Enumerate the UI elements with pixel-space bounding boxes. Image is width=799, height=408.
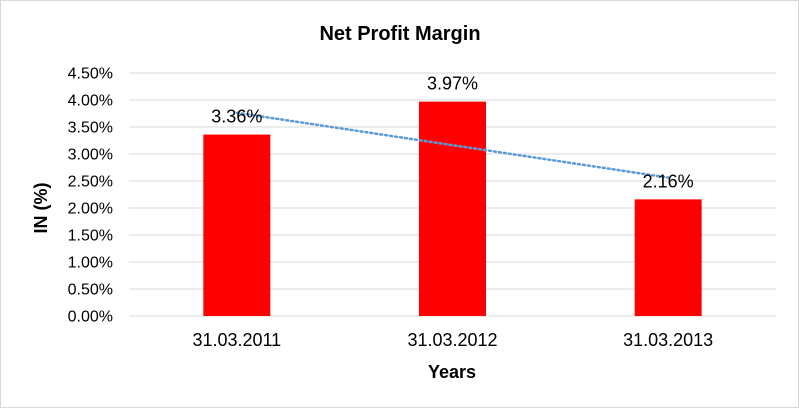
x-axis-title: Years (428, 362, 476, 382)
y-tick-label: 0.00% (68, 309, 113, 326)
data-label: 3.36% (211, 107, 262, 127)
bars (203, 101, 702, 317)
y-tick-label: 4.00% (68, 93, 113, 110)
y-axis-ticks: 0.00% 0.50% 1.00% 1.50% 2.00% 2.50% 3.00% 3.50%… (68, 66, 113, 326)
data-labels: 3.36% 3.97% 2.16% (211, 74, 693, 192)
chart-title: Net Profit Margin (319, 23, 480, 45)
trendline-layer (235, 111, 670, 179)
y-tick-label: 1.50% (68, 228, 113, 245)
y-tick-label: 0.50% (68, 282, 113, 299)
x-category-label: 31.03.2011 (192, 330, 281, 350)
y-tick-label: 3.50% (68, 120, 113, 137)
y-tick-label: 2.50% (68, 174, 113, 191)
y-tick-label: 2.00% (68, 201, 113, 218)
x-category-label: 31.03.2013 (623, 330, 713, 350)
data-label: 3.97% (427, 74, 478, 94)
y-tick-label: 4.50% (68, 66, 113, 83)
bar (203, 134, 271, 316)
y-tick-label: 3.00% (68, 147, 113, 164)
bar (634, 199, 702, 316)
y-tick-label: 1.00% (68, 255, 113, 272)
x-axis-categories: 31.03.2011 31.03.2012 31.03.2013 (192, 330, 713, 350)
data-label: 2.16% (643, 171, 694, 191)
y-axis-title: IN (%) (31, 183, 51, 234)
x-category-label: 31.03.2012 (407, 330, 497, 350)
bar (419, 101, 486, 317)
trendline (235, 111, 670, 179)
